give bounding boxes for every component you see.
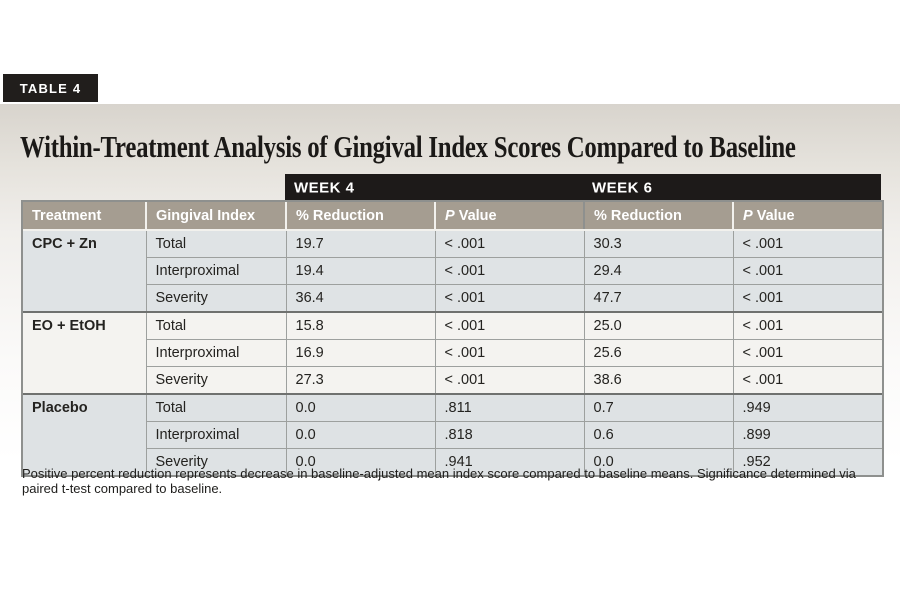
week6-header: WEEK 6 xyxy=(592,179,653,196)
week6-pct-cell: 47.7 xyxy=(583,284,733,312)
table-row: Interproximal 19.4 < .001 29.4 < .001 xyxy=(23,257,882,285)
table-row: Severity 36.4 < .001 47.7 < .001 xyxy=(23,284,882,312)
week6-pct-cell: 38.6 xyxy=(583,366,733,394)
week6-pct-cell: 0.0 xyxy=(583,448,733,475)
footnote: Positive percent reduction represents de… xyxy=(22,466,856,496)
col-header-treatment: Treatment xyxy=(23,202,146,231)
column-header-row: Treatment Gingival Index % Reduction P V… xyxy=(23,202,882,231)
gingival-index-cell: Severity xyxy=(145,284,286,312)
table-row: Severity 27.3 < .001 38.6 < .001 xyxy=(23,366,882,394)
table-row: Severity 0.0 .941 0.0 .952 xyxy=(23,448,882,475)
table-title: Within-Treatment Analysis of Gingival In… xyxy=(20,129,796,164)
week4-p-cell: .941 xyxy=(434,448,584,475)
col-header-week6-pct-reduction: % Reduction xyxy=(583,202,733,231)
week4-p-cell: .818 xyxy=(434,421,584,449)
week4-pct-cell: 0.0 xyxy=(285,421,435,449)
data-table-container: Treatment Gingival Index % Reduction P V… xyxy=(21,200,884,477)
week4-pct-cell: 0.0 xyxy=(285,393,435,422)
week4-p-cell: < .001 xyxy=(434,230,584,258)
week4-pct-cell: 36.4 xyxy=(285,284,435,312)
week4-p-cell: < .001 xyxy=(434,257,584,285)
gingival-index-cell: Severity xyxy=(145,448,286,475)
gingival-index-cell: Interproximal xyxy=(145,257,286,285)
week6-p-cell: .952 xyxy=(732,448,882,475)
treatment-cell: CPC + Zn xyxy=(23,230,146,312)
week4-pct-cell: 15.8 xyxy=(285,311,435,340)
treatment-cell: EO + EtOH xyxy=(23,311,146,394)
gingival-index-cell: Total xyxy=(145,230,286,258)
week-header-bar: WEEK 4 WEEK 6 xyxy=(285,174,881,201)
week6-pct-cell: 0.7 xyxy=(583,393,733,422)
week4-p-cell: < .001 xyxy=(434,311,584,340)
data-table: Treatment Gingival Index % Reduction P V… xyxy=(23,202,882,475)
week6-p-cell: < .001 xyxy=(732,284,882,312)
col-header-week6-p-value: P Value xyxy=(732,202,882,231)
table-row: EO + EtOH Total 15.8 < .001 25.0 < .001 xyxy=(23,311,882,394)
p-value-rest: Value xyxy=(458,207,497,224)
table-number-text: TABLE 4 xyxy=(19,80,82,96)
week6-p-cell: .899 xyxy=(732,421,882,449)
gingival-index-cell: Total xyxy=(145,393,286,422)
table-row: Interproximal 16.9 < .001 25.6 < .001 xyxy=(23,339,882,367)
week6-p-cell: < .001 xyxy=(732,257,882,285)
week6-pct-cell: 0.6 xyxy=(583,421,733,449)
week6-p-cell: < .001 xyxy=(732,339,882,367)
week6-p-cell: < .001 xyxy=(732,311,882,340)
gingival-index-cell: Interproximal xyxy=(145,421,286,449)
week4-p-cell: < .001 xyxy=(434,284,584,312)
week6-p-cell: < .001 xyxy=(732,230,882,258)
table-row: CPC + Zn Total 19.7 < .001 30.3 < .001 xyxy=(23,230,882,312)
week6-pct-cell: 29.4 xyxy=(583,257,733,285)
week6-pct-cell: 25.6 xyxy=(583,339,733,367)
week4-pct-cell: 27.3 xyxy=(285,366,435,394)
week4-p-cell: < .001 xyxy=(434,366,584,394)
treatment-cell: Placebo xyxy=(23,393,146,475)
table-number-label: TABLE 4 xyxy=(3,74,98,102)
week6-pct-cell: 25.0 xyxy=(583,311,733,340)
gingival-index-cell: Interproximal xyxy=(145,339,286,367)
col-header-week4-pct-reduction: % Reduction xyxy=(285,202,435,231)
table-row: Interproximal 0.0 .818 0.6 .899 xyxy=(23,421,882,449)
p-value-p: P xyxy=(743,207,753,224)
week4-p-cell: < .001 xyxy=(434,339,584,367)
gingival-index-cell: Severity xyxy=(145,366,286,394)
col-header-week4-p-value: P Value xyxy=(434,202,584,231)
p-value-rest: Value xyxy=(756,207,795,224)
week4-p-cell: .811 xyxy=(434,393,584,422)
week4-pct-cell: 19.4 xyxy=(285,257,435,285)
week4-pct-cell: 19.7 xyxy=(285,230,435,258)
week4-pct-cell: 16.9 xyxy=(285,339,435,367)
week4-header: WEEK 4 xyxy=(294,179,355,196)
gingival-index-cell: Total xyxy=(145,311,286,340)
p-value-p: P xyxy=(445,207,455,224)
week6-p-cell: < .001 xyxy=(732,366,882,394)
week4-pct-cell: 0.0 xyxy=(285,448,435,475)
week6-p-cell: .949 xyxy=(732,393,882,422)
table-row: Placebo Total 0.0 .811 0.7 .949 xyxy=(23,393,882,475)
col-header-gingival-index: Gingival Index xyxy=(145,202,286,231)
week6-pct-cell: 30.3 xyxy=(583,230,733,258)
